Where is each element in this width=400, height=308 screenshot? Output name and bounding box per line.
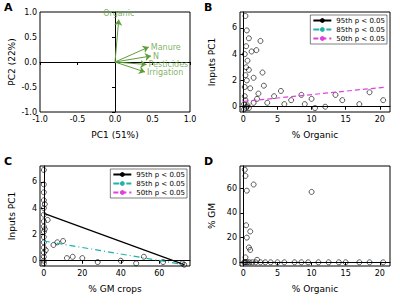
svg-text:PC1 (51%): PC1 (51%) <box>91 130 138 140</box>
svg-text:-0.5: -0.5 <box>70 115 86 124</box>
svg-text:Irrigation: Irrigation <box>147 68 183 77</box>
svg-text:0: 0 <box>32 256 37 265</box>
svg-text:D: D <box>204 155 213 168</box>
svg-text:2: 2 <box>232 76 237 85</box>
svg-text:0.5: 0.5 <box>146 115 159 124</box>
svg-text:0.0: 0.0 <box>24 58 37 67</box>
svg-text:5: 5 <box>275 269 280 278</box>
svg-text:N: N <box>153 51 159 61</box>
svg-text:0: 0 <box>232 258 237 267</box>
svg-text:40: 40 <box>116 269 126 278</box>
svg-text:20: 20 <box>375 269 385 278</box>
svg-text:-1.0: -1.0 <box>32 115 48 124</box>
svg-text:0: 0 <box>241 115 246 124</box>
svg-text:50th p < 0.05: 50th p < 0.05 <box>136 189 185 197</box>
svg-text:10: 10 <box>306 269 316 278</box>
svg-text:-1.0: -1.0 <box>21 107 37 117</box>
svg-text:20: 20 <box>375 115 385 124</box>
svg-text:0: 0 <box>232 102 237 111</box>
svg-text:0.5: 0.5 <box>24 33 37 42</box>
svg-text:% Organic: % Organic <box>292 284 338 294</box>
svg-text:95th p < 0.05: 95th p < 0.05 <box>136 171 185 179</box>
svg-text:15: 15 <box>341 269 351 278</box>
svg-text:PC2 (22%): PC2 (22%) <box>7 38 17 85</box>
svg-text:1.0: 1.0 <box>184 115 197 124</box>
svg-text:5: 5 <box>275 115 280 124</box>
svg-text:50th p < 0.05: 50th p < 0.05 <box>336 35 385 43</box>
svg-text:6: 6 <box>32 177 37 186</box>
svg-text:20: 20 <box>77 269 87 278</box>
svg-text:B: B <box>204 1 212 14</box>
svg-text:0: 0 <box>41 269 46 278</box>
svg-text:10: 10 <box>306 115 316 124</box>
svg-text:C: C <box>4 155 12 168</box>
svg-text:60: 60 <box>227 184 237 193</box>
svg-text:Manure: Manure <box>151 43 181 52</box>
svg-text:2: 2 <box>32 230 37 239</box>
svg-text:15: 15 <box>341 115 351 124</box>
svg-text:A: A <box>4 1 13 14</box>
svg-text:Pesticides: Pesticides <box>148 60 189 69</box>
svg-text:% GM: % GM <box>207 203 217 229</box>
svg-text:-0.5: -0.5 <box>21 83 37 92</box>
svg-text:6: 6 <box>232 23 237 32</box>
svg-text:1.0: 1.0 <box>24 8 37 17</box>
svg-text:85th p < 0.05: 85th p < 0.05 <box>136 180 185 188</box>
svg-text:60: 60 <box>154 269 164 278</box>
svg-text:Organic: Organic <box>103 9 134 18</box>
svg-text:0.0: 0.0 <box>109 115 122 124</box>
svg-text:Inputs PC1: Inputs PC1 <box>207 38 217 86</box>
svg-text:4: 4 <box>232 50 237 59</box>
svg-text:85th p < 0.05: 85th p < 0.05 <box>336 26 385 34</box>
svg-text:4: 4 <box>32 204 37 213</box>
svg-text:Inputs PC1: Inputs PC1 <box>7 192 17 240</box>
svg-text:20: 20 <box>227 233 237 242</box>
svg-text:0: 0 <box>241 269 246 278</box>
svg-text:95th p < 0.05: 95th p < 0.05 <box>336 17 385 25</box>
svg-text:40: 40 <box>227 208 237 217</box>
svg-text:% GM crops: % GM crops <box>88 284 142 294</box>
svg-text:% Organic: % Organic <box>292 130 338 140</box>
